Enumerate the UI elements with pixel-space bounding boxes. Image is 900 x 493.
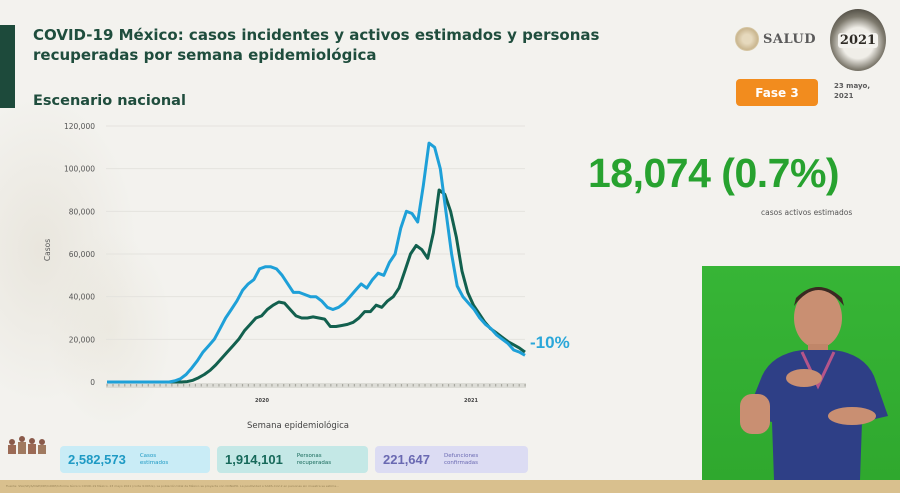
interpreter-figure	[740, 287, 888, 480]
x-axis-year-labels: 2020 2021	[255, 398, 478, 404]
phase-badge: Fase 3	[736, 79, 818, 106]
y-tick-label: 120,000	[64, 122, 95, 131]
y-tick-label: 20,000	[69, 335, 95, 344]
active-cases-label: casos activos estimados	[761, 208, 853, 217]
stat-value: 2,582,573	[68, 452, 126, 467]
salud-logo-text: SALUD	[763, 31, 817, 47]
y-axis-label: Casos	[43, 239, 52, 261]
coat-of-arms-icon	[735, 27, 759, 51]
y-axis-ticks: 0 20,000 40,000 60,000 80,000 100,000 120,000	[64, 122, 95, 387]
sign-language-interpreter-video	[702, 266, 900, 480]
stat-deaths: 221,647 Defunciones confirmadas	[375, 446, 528, 473]
change-percentage: -10%	[530, 333, 570, 352]
chart-series	[107, 141, 526, 384]
page-title: COVID-19 México: casos incidentes y acti…	[33, 26, 600, 64]
people-illustration-icon	[8, 436, 46, 454]
date-label: 23 mayo, 2021	[834, 82, 871, 100]
x-axis-label: Semana epidemiológica	[247, 420, 349, 431]
x-year-label: 2021	[464, 398, 478, 404]
series-line	[107, 141, 526, 384]
page-subtitle: Escenario nacional	[33, 93, 186, 109]
chart-gridlines	[106, 125, 525, 340]
stat-value: 1,914,101	[225, 452, 283, 467]
stat-label: Personas recuperadas	[296, 452, 332, 466]
x-axis-ticks	[106, 384, 526, 387]
series-line	[107, 188, 526, 384]
stat-estimated-cases: 2,582,573 Casos estimados	[60, 446, 210, 473]
y-tick-label: 0	[90, 378, 95, 387]
y-tick-label: 100,000	[64, 165, 95, 174]
x-year-label: 2020	[255, 398, 269, 404]
x-axis-band	[106, 383, 526, 388]
stat-recovered: 1,914,101 Personas recuperadas	[217, 446, 368, 473]
stat-label: Defunciones confirmadas	[444, 452, 479, 466]
summary-stats: 2,582,573 Casos estimados 1,914,101 Pers…	[60, 446, 528, 473]
year-logo-text: 2021	[837, 32, 879, 48]
y-tick-label: 40,000	[69, 293, 95, 302]
year-2021-logo: 2021	[830, 9, 886, 71]
stat-value: 221,647	[383, 452, 430, 467]
stat-label: Casos estimados	[139, 452, 169, 466]
source-footer: Fuente: SSA/SPyS/DGE/DIE/InDRE/Informe t…	[0, 480, 900, 493]
y-tick-label: 80,000	[69, 207, 95, 216]
salud-logo: SALUD	[735, 27, 816, 51]
active-cases-highlight: 18,074 (0.7%)	[588, 150, 840, 196]
accent-bar	[0, 25, 15, 108]
y-tick-label: 60,000	[69, 250, 95, 259]
